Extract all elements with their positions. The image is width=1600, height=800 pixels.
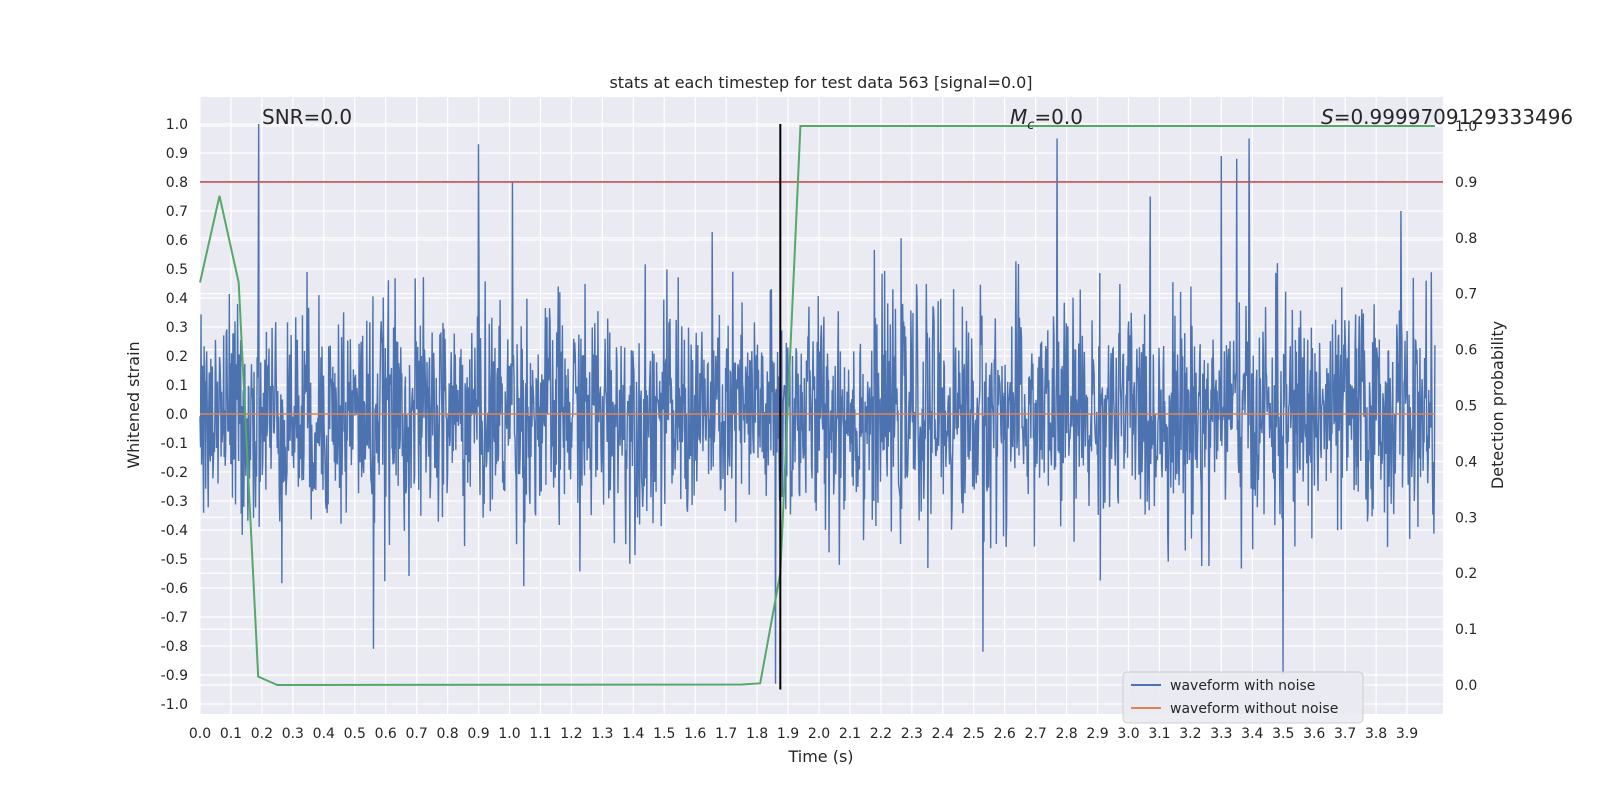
x-tick-label: 2.8: [1055, 726, 1077, 742]
y2-tick-label: 0.7: [1455, 287, 1477, 303]
series-detection-probability: [199, 125, 1435, 687]
mc-annotation: Mc=0.0: [1010, 105, 1083, 133]
x-tick-label: 3.3: [1210, 726, 1232, 742]
legend: waveform with noise waveform without noi…: [1122, 671, 1364, 724]
y-tick-label: -0.7: [161, 610, 188, 626]
x-tick-label: 2.9: [1086, 726, 1108, 742]
y-tick-label: 0.6: [166, 233, 188, 249]
y2-axis-label: Detection probability: [1488, 321, 1507, 489]
y-tick-label: 0.1: [166, 378, 188, 394]
x-tick-label: 1.1: [529, 726, 551, 742]
x-tick-label: 3.0: [1117, 726, 1139, 742]
x-tick-label: 1.8: [746, 726, 768, 742]
x-tick-label: 3.9: [1396, 726, 1418, 742]
noise-line: [199, 123, 1436, 684]
x-tick-label: 3.8: [1365, 726, 1387, 742]
y-tick-label: 0.0: [166, 407, 188, 423]
y-tick-label: 0.4: [166, 291, 188, 307]
x-tick-label: 0.5: [344, 726, 366, 742]
x-tick-label: 3.6: [1303, 726, 1325, 742]
legend-label-noise: waveform with noise: [1170, 678, 1315, 694]
x-tick-label: 1.5: [653, 726, 675, 742]
y-tick-label: -0.5: [161, 552, 188, 568]
y-tick-label: -0.2: [161, 465, 188, 481]
x-tick-label: 0.7: [406, 726, 428, 742]
y-tick-label: 0.2: [166, 349, 188, 365]
x-tick-label: 2.5: [963, 726, 985, 742]
x-tick-label: 0.6: [375, 726, 397, 742]
x-axis-label: Time (s): [787, 747, 853, 766]
x-tick-label: 0.1: [220, 726, 242, 742]
x-tick-label: 0.8: [436, 726, 458, 742]
y-tick-label: 1.0: [166, 117, 188, 133]
y-tick-label: 0.8: [166, 175, 188, 191]
s-symbol: S: [1321, 105, 1334, 129]
x-tick-label: 2.0: [808, 726, 830, 742]
x-tick-label: 2.7: [1025, 726, 1047, 742]
chart-title: stats at each timestep for test data 563…: [609, 73, 1032, 92]
x-tick-label: 0.9: [467, 726, 489, 742]
y2-tick-label: 0.8: [1455, 231, 1477, 247]
probability-line: [199, 125, 1435, 687]
s-value: =0.9999709129333496: [1334, 105, 1573, 129]
y2-tick-label: 0.9: [1455, 175, 1477, 191]
y-tick-label: -0.6: [161, 581, 188, 597]
y2-tick-label: 0.5: [1455, 399, 1477, 415]
x-tick-label: 2.6: [994, 726, 1016, 742]
x-tick-label: 0.4: [313, 726, 335, 742]
y-axis-label: Whitened strain: [124, 341, 143, 468]
mc-symbol: M: [1010, 105, 1027, 129]
snr-annotation: SNR=0.0: [262, 105, 352, 129]
y2-tick-label: 0.3: [1455, 510, 1477, 526]
y2-tick-label: 0.6: [1455, 343, 1477, 359]
y2-tick-label: 0.0: [1455, 678, 1477, 694]
x-tick-label: 3.2: [1179, 726, 1201, 742]
s-annotation: S=0.9999709129333496: [1321, 105, 1573, 129]
series-waveform-with-noise: [199, 123, 1436, 684]
legend-label-clean: waveform without noise: [1170, 701, 1338, 717]
x-tick-label: 1.9: [777, 726, 799, 742]
y-tick-label: -0.1: [161, 436, 188, 452]
y-tick-label: -0.4: [161, 523, 188, 539]
mc-subscript: c: [1027, 118, 1034, 133]
x-tick-label: 1.7: [715, 726, 737, 742]
y-tick-labels: 1.0 0.9 0.8 0.7 0.6 0.5 0.4 0.3 0.2 0.1 0.0 -0.1 -0.…: [161, 117, 188, 713]
y-tick-label: 0.9: [166, 146, 188, 162]
y-tick-label: -0.8: [161, 639, 188, 655]
y-tick-label: -1.0: [161, 697, 188, 713]
x-tick-label: 3.4: [1241, 726, 1263, 742]
x-tick-label: 2.1: [839, 726, 861, 742]
y-tick-label: 0.3: [166, 320, 188, 336]
y2-tick-label: 1.0: [1455, 119, 1477, 135]
x-tick-label: 3.5: [1272, 726, 1294, 742]
y2-tick-label: 0.2: [1455, 566, 1477, 582]
x-tick-label: 0.0: [189, 726, 211, 742]
x-tick-label: 3.1: [1148, 726, 1170, 742]
x-tick-label: 1.2: [560, 726, 582, 742]
y2-tick-labels: 1.0 0.9 0.8 0.7 0.6 0.5 0.4 0.3 0.2 0.1 0.0: [1455, 119, 1477, 694]
mc-value: =0.0: [1034, 105, 1083, 129]
x-tick-label: 1.3: [591, 726, 613, 742]
x-tick-label: 2.4: [932, 726, 954, 742]
y-tick-label: 0.7: [166, 204, 188, 220]
x-tick-label: 0.3: [282, 726, 304, 742]
y-tick-label: 0.5: [166, 262, 188, 278]
y2-tick-label: 0.4: [1455, 454, 1477, 470]
x-tick-label: 1.0: [498, 726, 520, 742]
legend-box: [1122, 671, 1364, 724]
x-tick-label: 3.7: [1334, 726, 1356, 742]
y-tick-label: -0.3: [161, 494, 188, 510]
x-tick-label: 1.6: [684, 726, 706, 742]
x-tick-label: 2.3: [901, 726, 923, 742]
x-tick-label: 1.4: [622, 726, 644, 742]
y2-tick-label: 0.1: [1455, 622, 1477, 638]
x-tick-label: 2.2: [870, 726, 892, 742]
y-tick-label: -0.9: [161, 668, 188, 684]
x-tick-label: 0.2: [251, 726, 273, 742]
x-tick-labels: 0.0 0.1 0.2 0.3 0.4 0.5 0.6 0.7 0.8 0.9 1.0 1.1 1.2 1…: [189, 726, 1418, 742]
